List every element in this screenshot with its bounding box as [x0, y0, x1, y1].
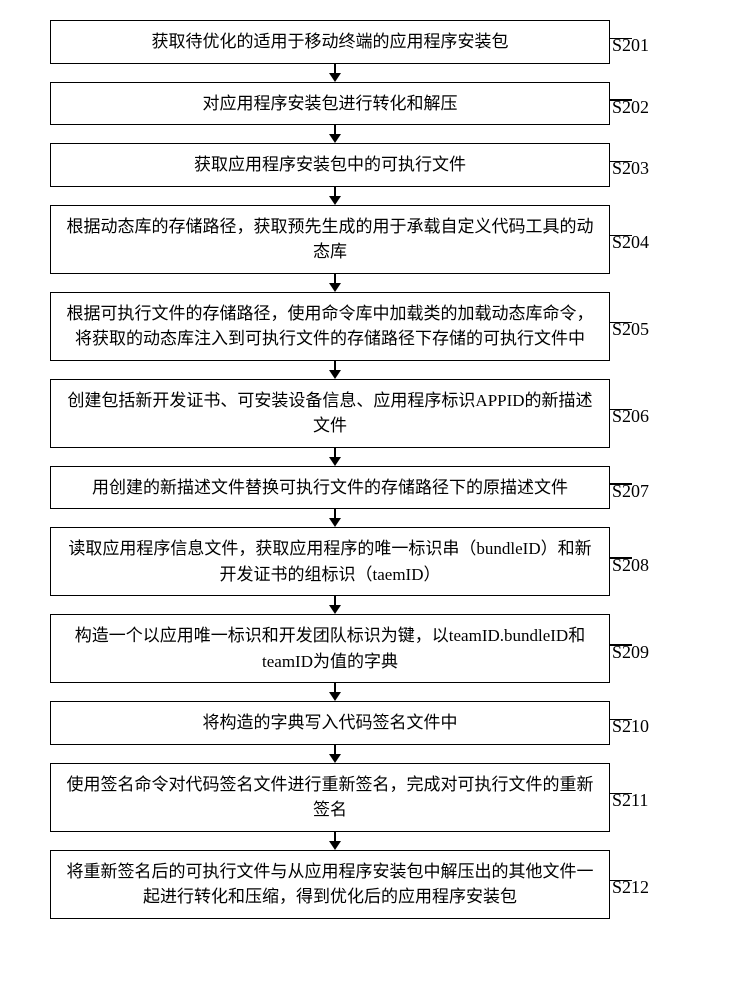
flow-arrow-S203-to-S204 — [329, 187, 341, 205]
flow-label-S205: S205 — [610, 319, 649, 340]
flow-connector-S204: S204 — [610, 225, 723, 254]
flow-row-S201: 获取待优化的适用于移动终端的应用程序安装包S201 — [10, 20, 723, 64]
flow-row-S205: 根据可执行文件的存储路径，使用命令库中加载类的加载动态库命令，将获取的动态库注入… — [10, 292, 723, 361]
flow-arrow-S206-to-S207 — [329, 448, 341, 466]
flow-node-S211: 使用签名命令对代码签名文件进行重新签名，完成对可执行文件的重新签名 — [50, 763, 610, 832]
flow-row-S204: 根据动态库的存储路径，获取预先生成的用于承载自定义代码工具的动态库S204 — [10, 205, 723, 274]
flow-label-S212: S212 — [610, 877, 649, 898]
flow-label-S211: S211 — [610, 790, 648, 811]
flow-connector-S203: S203 — [610, 151, 723, 180]
flow-node-S209: 构造一个以应用唯一标识和开发团队标识为键，以teamID.bundleID和te… — [50, 614, 610, 683]
flow-label-S202: S202 — [610, 97, 649, 118]
flow-connector-S209: S209 — [610, 634, 723, 663]
flow-row-S211: 使用签名命令对代码签名文件进行重新签名，完成对可执行文件的重新签名S211 — [10, 763, 723, 832]
flow-node-S212: 将重新签名后的可执行文件与从应用程序安装包中解压出的其他文件一起进行转化和压缩，… — [50, 850, 610, 919]
flow-node-S202: 对应用程序安装包进行转化和解压 — [50, 82, 610, 126]
flow-connector-S211: S211 — [610, 783, 723, 812]
flow-node-S210: 将构造的字典写入代码签名文件中 — [50, 701, 610, 745]
flow-connector-S208: S208 — [610, 547, 723, 576]
flow-node-S204: 根据动态库的存储路径，获取预先生成的用于承载自定义代码工具的动态库 — [50, 205, 610, 274]
flow-label-S204: S204 — [610, 232, 649, 253]
flow-node-S201: 获取待优化的适用于移动终端的应用程序安装包 — [50, 20, 610, 64]
flow-node-S208: 读取应用程序信息文件，获取应用程序的唯一标识串（bundleID）和新开发证书的… — [50, 527, 610, 596]
flow-arrow-S204-to-S205 — [329, 274, 341, 292]
flow-label-S208: S208 — [610, 555, 649, 576]
flow-connector-S207: S207 — [610, 473, 723, 502]
flow-node-S206: 创建包括新开发证书、可安装设备信息、应用程序标识APPID的新描述文件 — [50, 379, 610, 448]
flow-arrow-S208-to-S209 — [329, 596, 341, 614]
flow-arrow-S201-to-S202 — [329, 64, 341, 82]
flow-arrow-S209-to-S210 — [329, 683, 341, 701]
flow-row-S212: 将重新签名后的可执行文件与从应用程序安装包中解压出的其他文件一起进行转化和压缩，… — [10, 850, 723, 919]
flow-label-S201: S201 — [610, 35, 649, 56]
flow-connector-S206: S206 — [610, 399, 723, 428]
flow-node-S207: 用创建的新描述文件替换可执行文件的存储路径下的原描述文件 — [50, 466, 610, 510]
flow-arrow-S211-to-S212 — [329, 832, 341, 850]
flow-arrow-S207-to-S208 — [329, 509, 341, 527]
flow-label-S206: S206 — [610, 406, 649, 427]
flow-row-S209: 构造一个以应用唯一标识和开发团队标识为键，以teamID.bundleID和te… — [10, 614, 723, 683]
flowchart-container: 获取待优化的适用于移动终端的应用程序安装包S201 对应用程序安装包进行转化和解压… — [10, 20, 723, 919]
flow-node-S205: 根据可执行文件的存储路径，使用命令库中加载类的加载动态库命令，将获取的动态库注入… — [50, 292, 610, 361]
flow-arrow-S202-to-S203 — [329, 125, 341, 143]
flow-label-S209: S209 — [610, 642, 649, 663]
flow-label-S207: S207 — [610, 481, 649, 502]
flow-row-S207: 用创建的新描述文件替换可执行文件的存储路径下的原描述文件S207 — [10, 466, 723, 510]
flow-node-S203: 获取应用程序安装包中的可执行文件 — [50, 143, 610, 187]
flow-connector-S205: S205 — [610, 312, 723, 341]
flow-connector-S201: S201 — [610, 28, 723, 57]
flow-row-S210: 将构造的字典写入代码签名文件中S210 — [10, 701, 723, 745]
flow-arrow-S210-to-S211 — [329, 745, 341, 763]
flow-connector-S210: S210 — [610, 709, 723, 738]
flow-row-S208: 读取应用程序信息文件，获取应用程序的唯一标识串（bundleID）和新开发证书的… — [10, 527, 723, 596]
flow-label-S210: S210 — [610, 716, 649, 737]
flow-label-S203: S203 — [610, 158, 649, 179]
flow-row-S206: 创建包括新开发证书、可安装设备信息、应用程序标识APPID的新描述文件S206 — [10, 379, 723, 448]
flow-row-S203: 获取应用程序安装包中的可执行文件S203 — [10, 143, 723, 187]
flow-arrow-S205-to-S206 — [329, 361, 341, 379]
flow-row-S202: 对应用程序安装包进行转化和解压S202 — [10, 82, 723, 126]
flow-connector-S212: S212 — [610, 870, 723, 899]
flow-connector-S202: S202 — [610, 89, 723, 118]
